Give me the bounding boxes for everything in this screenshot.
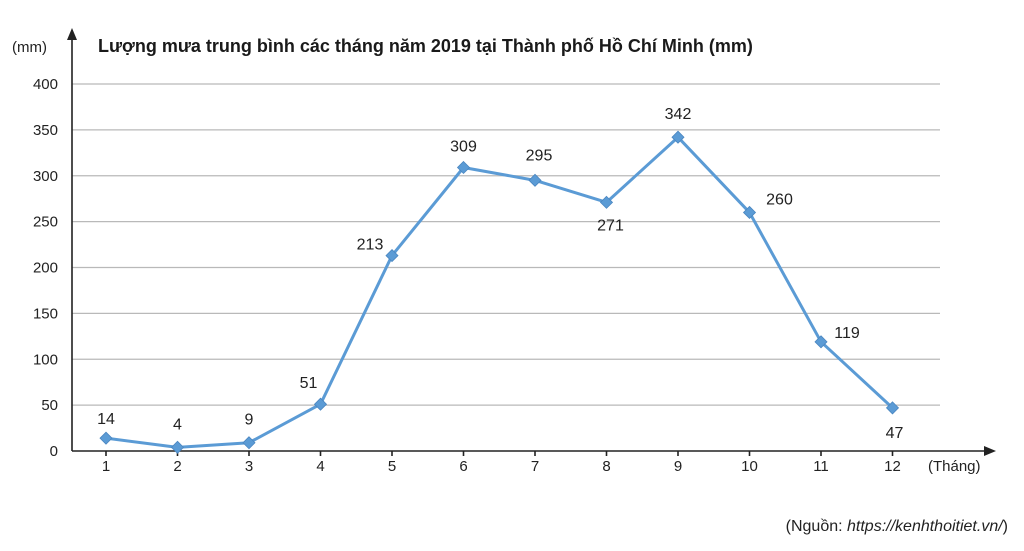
data-label: 51 [300,375,318,392]
x-axis-unit-label: (Tháng) [928,458,981,475]
y-tick-label: 350 [33,122,58,139]
axes [67,28,996,456]
x-axis-arrow [984,446,996,456]
data-label: 119 [834,325,860,342]
x-tick-label: 6 [459,458,467,475]
x-tick-label: 3 [245,458,253,475]
x-tick-label: 1 [102,458,110,475]
x-tick-label: 9 [674,458,682,475]
y-axis-unit-label: (mm) [12,39,47,56]
x-tick-label: 4 [316,458,324,475]
data-label: 309 [450,138,477,155]
data-point-marker [313,397,328,411]
x-tick-label: 8 [602,458,610,475]
data-point-marker [599,195,614,209]
y-tick-label: 150 [33,305,58,322]
y-tick-label: 300 [33,168,58,185]
data-label: 9 [245,412,254,429]
x-tick-label: 7 [531,458,539,475]
y-tick-label: 100 [33,351,58,368]
source-prefix: (Nguồn: [786,518,847,535]
data-point-marker [170,440,185,454]
y-tick-label: 50 [41,397,58,414]
data-point-marker [528,173,542,187]
y-tick-label: 200 [33,260,58,277]
data-point-marker [242,436,256,450]
data-markers [99,130,900,454]
data-label: 47 [886,425,904,442]
y-axis-arrow [67,28,77,40]
data-label: 4 [173,416,182,433]
grid-lines [72,83,940,406]
source-note: (Nguồn: https://kenhthoitiet.vn/) [786,518,1008,535]
rainfall-series [105,135,894,449]
x-tick-label: 11 [813,458,829,475]
x-tick-labels: 1 2 3 4 5 6 7 8 9 10 11 12 [102,451,901,475]
x-tick-label: 2 [173,458,181,475]
y-tick-labels: 0 50 100 150 200 250 300 350 400 [33,76,58,460]
source-suffix: ) [1003,518,1008,535]
data-point-marker [99,431,113,445]
data-point-marker [671,130,685,144]
data-point-marker [742,205,757,220]
data-point-marker [456,160,471,175]
x-tick-label: 10 [741,458,758,475]
data-label: 213 [357,237,384,254]
data-labels: 14 4 9 51 213 309 295 271 342 260 119 47 [97,106,903,442]
data-label: 260 [766,191,793,208]
data-label: 14 [97,411,115,428]
y-tick-label: 0 [50,443,58,460]
data-point-marker [814,335,828,349]
data-label: 271 [597,217,624,234]
y-tick-label: 250 [33,214,58,231]
x-tick-label: 5 [388,458,396,475]
data-label: 295 [526,147,553,164]
data-point-marker [385,249,399,263]
x-tick-label: 12 [884,458,901,475]
y-tick-label: 400 [33,76,58,93]
source-url: https://kenhthoitiet.vn/ [847,518,1004,535]
rainfall-line [105,135,894,449]
data-label: 342 [665,106,692,123]
chart-title: Lượng mưa trung bình các tháng năm 2019 … [98,36,753,56]
data-point-marker [885,401,900,415]
